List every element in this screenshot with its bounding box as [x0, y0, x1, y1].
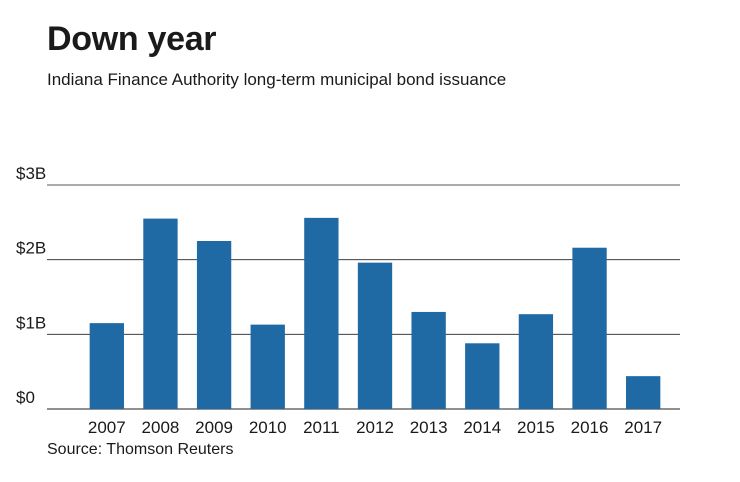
- x-tick-label: 2010: [249, 418, 287, 437]
- bar-2010: [250, 324, 285, 409]
- x-tick-label: 2014: [463, 418, 501, 437]
- x-tick-label: 2012: [356, 418, 394, 437]
- bar-2011: [304, 217, 339, 409]
- y-tick-label: $2B: [16, 239, 46, 258]
- bar-2016: [572, 247, 607, 409]
- x-tick-label: 2009: [195, 418, 233, 437]
- y-tick-label: $1B: [16, 313, 46, 332]
- bar-2017: [626, 376, 661, 409]
- bar-2009: [196, 241, 232, 409]
- chart-title: Down year: [47, 20, 217, 58]
- axis-labels: $0 $1B $2B $3B 2007 2008 2009 2010 2011 2012 2013 2…: [16, 164, 662, 437]
- x-tick-label: 2016: [571, 418, 609, 437]
- y-tick-label: $0: [16, 388, 35, 407]
- x-tick-label: 2008: [142, 418, 180, 437]
- chart-subtitle: Indiana Finance Authority long-term muni…: [47, 70, 507, 89]
- bar-2008: [143, 218, 178, 409]
- bar-2015: [518, 314, 554, 409]
- x-tick-label: 2013: [410, 418, 448, 437]
- y-tick-label: $3B: [16, 164, 46, 183]
- source-note: Source: Thomson Reuters: [47, 441, 234, 458]
- x-tick-label: 2017: [624, 418, 662, 437]
- bars: [89, 217, 661, 409]
- bar-2013: [411, 311, 446, 409]
- x-tick-label: 2011: [303, 418, 340, 437]
- bar-2014: [465, 343, 500, 409]
- x-tick-label: 2015: [517, 418, 555, 437]
- bar-2007: [89, 323, 124, 409]
- bar-2012: [357, 262, 393, 409]
- x-tick-label: 2007: [88, 418, 126, 437]
